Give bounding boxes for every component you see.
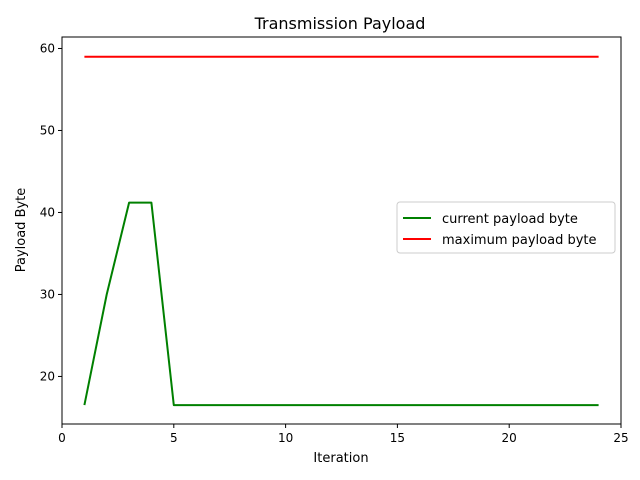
x-tick-label: 5 xyxy=(170,431,178,445)
x-tick-label: 20 xyxy=(502,431,517,445)
x-tick-label: 0 xyxy=(58,431,66,445)
series-line-1 xyxy=(83,201,599,407)
y-tick-label: 20 xyxy=(40,369,55,383)
chart-title: Transmission Payload xyxy=(254,14,426,33)
y-tick-label: 60 xyxy=(40,41,55,55)
x-tick-label: 10 xyxy=(278,431,293,445)
y-axis: 20 30 40 50 60 xyxy=(40,41,62,383)
y-tick-label: 40 xyxy=(40,205,55,219)
legend: current payload byte maximum payload byte xyxy=(396,201,616,254)
y-axis-label: Payload Byte xyxy=(14,188,29,273)
plot-frame xyxy=(61,36,622,425)
series-layer xyxy=(83,55,599,407)
x-axis: 0 5 10 15 20 25 xyxy=(58,424,629,445)
legend-box xyxy=(396,201,616,254)
y-tick-label: 30 xyxy=(40,287,55,301)
x-tick-label: 15 xyxy=(390,431,405,445)
legend-label-2: maximum payload byte xyxy=(442,233,597,248)
legend-label-1: current payload byte xyxy=(442,212,578,227)
y-tick-label: 50 xyxy=(40,123,55,137)
x-axis-label: Iteration xyxy=(313,451,368,466)
x-tick-label: 25 xyxy=(613,431,628,445)
